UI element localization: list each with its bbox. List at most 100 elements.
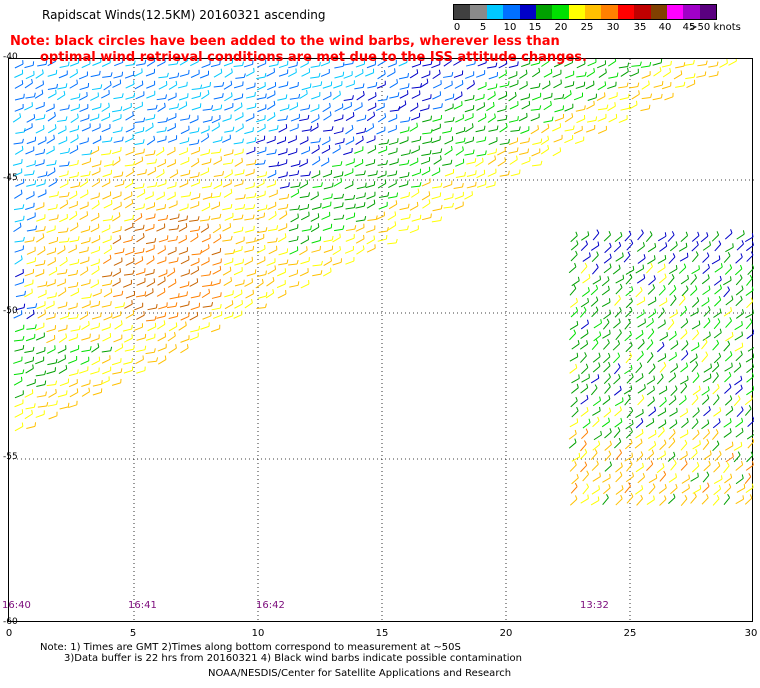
main-swath-wind-barb-188 xyxy=(653,81,664,88)
main-swath-wind-barb-576 xyxy=(80,170,91,177)
main-swath-wind-barb-493 xyxy=(246,146,256,155)
main-swath-wind-barb-866 xyxy=(145,244,155,253)
main-swath-wind-barb-420 xyxy=(13,138,24,145)
main-swath-wind-barb-582 xyxy=(147,166,157,176)
main-swath-wind-barb-107 xyxy=(465,71,475,79)
legend-swatch-13 xyxy=(666,5,684,19)
main-swath-wind-barb-429 xyxy=(113,136,124,143)
main-swath-wind-barb-680 xyxy=(235,194,246,200)
main-swath-wind-barb-936 xyxy=(212,265,222,275)
main-swath-wind-barb-516 xyxy=(497,146,506,156)
main-swath-wind-barb-851 xyxy=(366,235,376,245)
main-swath-wind-barb-812 xyxy=(345,225,357,232)
main-swath-wind-barb-249 xyxy=(641,93,653,100)
main-swath-wind-barb-859 xyxy=(68,244,77,254)
main-swath-wind-barb-255 xyxy=(45,103,55,112)
main-swath-wind-barb-29 xyxy=(334,62,345,69)
main-swath-wind-barb-547 xyxy=(290,160,301,167)
main-swath-wind-barb-371 xyxy=(69,125,80,133)
east-swath-wind-barb-285 xyxy=(713,407,722,417)
main-swath-wind-barb-927 xyxy=(112,268,121,277)
main-swath-wind-barb-1036 xyxy=(168,312,179,320)
east-swath-wind-barb-386 xyxy=(702,471,710,483)
main-swath-wind-barb-931 xyxy=(158,269,168,278)
main-swath-wind-barb-186 xyxy=(628,82,640,89)
main-swath-wind-barb-863 xyxy=(114,248,125,255)
east-swath-wind-barb-323 xyxy=(568,438,577,449)
main-swath-wind-barb-1141 xyxy=(37,401,49,408)
main-swath-wind-barb-655 xyxy=(443,180,453,189)
east-swath-wind-barb-5 xyxy=(624,230,632,242)
main-swath-wind-barb-619 xyxy=(48,178,57,187)
east-swath-wind-barb-149 xyxy=(713,318,721,330)
main-swath-wind-barb-631 xyxy=(179,179,189,188)
east-swath-wind-barb-417 xyxy=(668,493,676,504)
main-swath-wind-barb-334 xyxy=(277,115,288,121)
main-swath-wind-barb-1045 xyxy=(35,322,45,331)
main-swath-wind-barb-38 xyxy=(431,60,441,69)
east-swath-wind-barb-249 xyxy=(692,385,701,396)
east-swath-wind-barb-231 xyxy=(680,375,689,385)
east-swath-wind-barb-122 xyxy=(603,309,612,320)
main-swath-wind-barb-1107 xyxy=(147,357,159,363)
main-swath-wind-barb-1143 xyxy=(59,402,70,410)
main-swath-wind-barb-674 xyxy=(167,191,176,201)
main-swath-wind-barb-48 xyxy=(541,59,550,67)
main-swath-wind-barb-752 xyxy=(112,212,121,222)
main-swath-wind-barb-408 xyxy=(475,125,486,133)
main-swath-wind-barb-425 xyxy=(70,134,79,144)
east-swath-wind-barb-96 xyxy=(690,285,698,296)
east-swath-wind-barb-72 xyxy=(615,274,625,284)
main-swath-wind-barb-677 xyxy=(202,192,213,200)
main-swath-wind-barb-670 xyxy=(123,191,133,201)
main-swath-wind-barb-980 xyxy=(81,293,92,299)
east-swath-wind-barb-164 xyxy=(692,329,700,341)
main-swath-wind-barb-809 xyxy=(310,223,320,233)
main-swath-wind-barb-448 xyxy=(321,136,331,146)
main-swath-wind-barb-512 xyxy=(455,146,464,156)
main-swath-wind-barb-530 xyxy=(103,160,114,167)
main-swath-wind-barb-756 xyxy=(157,214,169,221)
main-swath-wind-barb-891 xyxy=(59,256,68,267)
main-swath-wind-barb-1091 xyxy=(145,348,156,355)
main-swath-wind-barb-119 xyxy=(598,68,607,78)
east-swath-wind-barb-345 xyxy=(624,452,633,462)
main-swath-wind-barb-1046 xyxy=(46,325,57,333)
main-swath-wind-barb-679 xyxy=(223,188,233,198)
main-swath-wind-barb-907 xyxy=(234,258,244,266)
main-swath-wind-barb-220 xyxy=(322,91,332,101)
east-swath-wind-barb-178 xyxy=(657,341,665,353)
legend-swatch-6 xyxy=(552,5,569,19)
main-swath-wind-barb-64 xyxy=(719,59,728,68)
main-swath-wind-barb-139 xyxy=(112,79,122,88)
main-swath-wind-barb-774 xyxy=(355,215,367,222)
main-swath-wind-barb-889 xyxy=(35,260,46,267)
main-swath-wind-barb-1057 xyxy=(168,322,178,332)
east-swath-wind-barb-271 xyxy=(744,395,753,406)
main-swath-wind-barb-171 xyxy=(466,80,475,90)
east-swath-wind-barb-105 xyxy=(601,298,611,308)
east-swath-wind-barb-343 xyxy=(604,450,612,462)
main-swath-wind-barb-378 xyxy=(145,122,154,132)
east-swath-wind-barb-230 xyxy=(668,372,677,383)
east-swath-wind-barb-54 xyxy=(603,263,612,274)
east-swath-wind-barb-171 xyxy=(579,340,589,350)
main-swath-wind-barb-409 xyxy=(488,125,499,132)
east-swath-wind-barb-277 xyxy=(626,407,634,419)
main-swath-wind-barb-454 xyxy=(388,138,399,146)
legend-label-0: 0 xyxy=(453,22,461,33)
east-swath-wind-barb-228 xyxy=(646,375,656,385)
main-swath-wind-barb-987 xyxy=(156,287,166,297)
east-swath-wind-barb-14 xyxy=(724,229,733,240)
lat-label--45: -45 xyxy=(3,173,18,183)
main-swath-wind-barb-216 xyxy=(277,94,288,101)
main-swath-wind-barb-525 xyxy=(46,160,57,167)
main-swath-wind-barb-914 xyxy=(312,260,323,267)
east-swath-wind-barb-64 xyxy=(714,263,723,273)
main-swath-wind-barb-805 xyxy=(267,225,279,232)
east-swath-wind-barb-409 xyxy=(580,494,589,504)
main-swath-wind-barb-403 xyxy=(422,128,433,135)
main-swath-wind-barb-428 xyxy=(101,136,113,143)
main-swath-wind-barb-1010 xyxy=(134,302,144,311)
east-swath-wind-barb-406 xyxy=(736,483,746,493)
